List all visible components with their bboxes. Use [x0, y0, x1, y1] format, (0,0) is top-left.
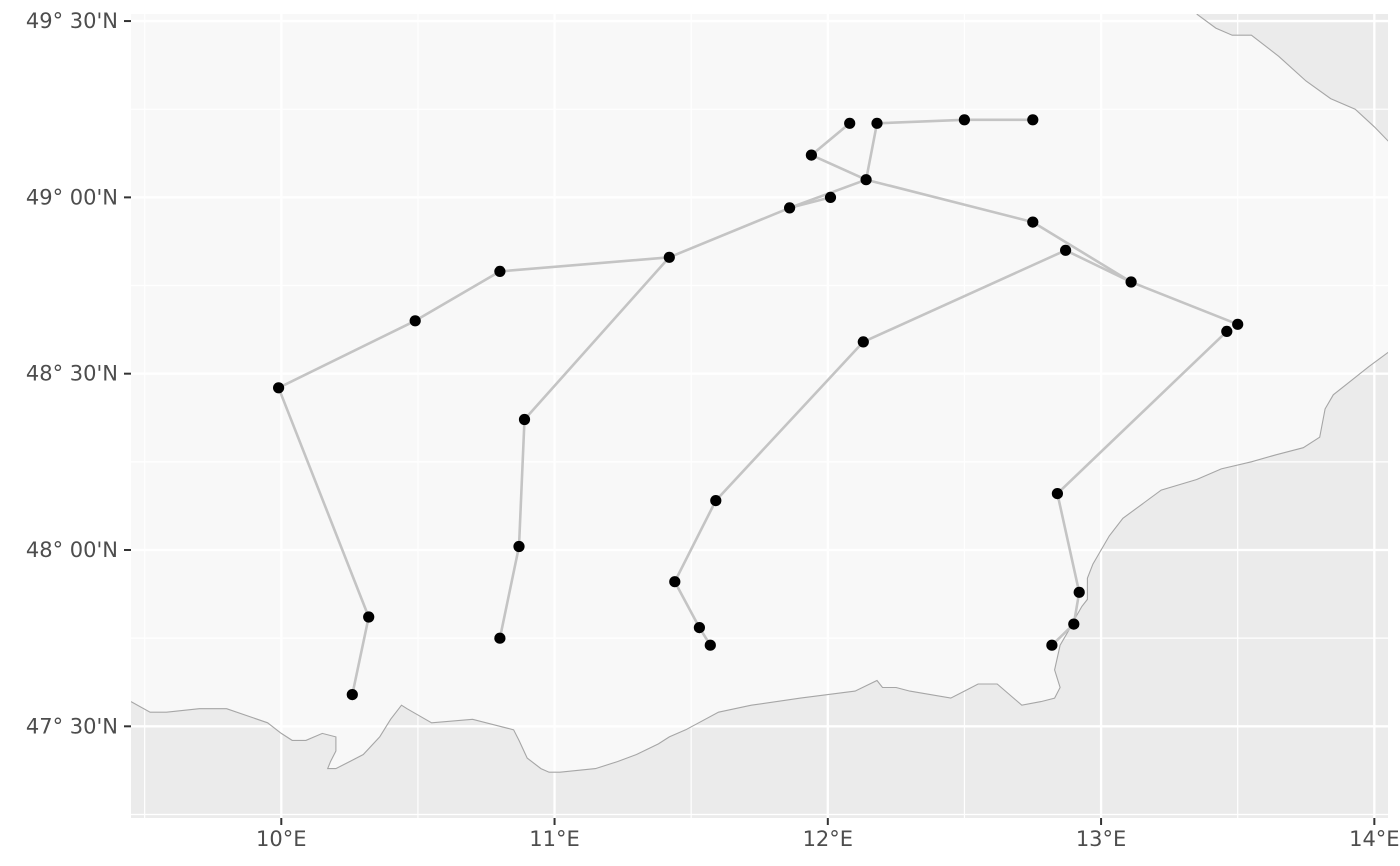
country-border [131, 14, 1388, 773]
x-axis-tick-label: 12°E [803, 827, 854, 851]
station-point [860, 174, 872, 186]
y-axis-tick-label: 49° 30'N [26, 9, 118, 33]
station-point [784, 202, 796, 214]
x-axis-tick-label: 11°E [529, 827, 580, 851]
x-axis-tick-label: 10°E [256, 827, 307, 851]
station-point [1060, 244, 1072, 256]
station-points [273, 114, 1244, 701]
station-point [710, 495, 722, 507]
y-axis-latitude: 47° 30'N 48° 00'N 48° 30'N 49° 00'N 49° 30'N [26, 9, 131, 738]
station-point [518, 413, 531, 426]
route-line-6 [1065, 249, 1132, 284]
y-axis-tick-label: 47° 30'N [26, 714, 118, 738]
route-line-5 [865, 178, 1239, 326]
station-point [663, 251, 675, 263]
x-axis-tick-label: 13°E [1076, 827, 1127, 851]
route-line-4 [498, 256, 671, 639]
station-point [1125, 276, 1137, 288]
y-axis-tick-label: 49° 00'N [26, 185, 118, 209]
station-point [1073, 586, 1085, 598]
x-axis-tick-label: 14°E [1349, 827, 1400, 851]
station-point [1027, 114, 1039, 126]
x-axis-longitude: 10°E 11°E 12°E 13°E 14°E [256, 818, 1400, 851]
route-line-3 [789, 196, 831, 210]
station-point [494, 632, 506, 644]
station-point [824, 191, 837, 203]
station-point [513, 540, 525, 553]
station-point [1221, 325, 1233, 337]
station-point [958, 114, 971, 126]
station-point [844, 117, 856, 129]
station-point [273, 382, 285, 394]
station-point [857, 336, 869, 348]
station-point [693, 622, 706, 634]
station-point [1051, 488, 1063, 500]
station-point [494, 265, 506, 277]
land-region [131, 14, 1388, 773]
axes: 10°E 11°E 12°E 13°E 14°E 47° 30'N 48° 00'N 48°… [26, 9, 1400, 851]
station-point [1046, 639, 1058, 651]
y-axis-tick-label: 48° 00'N [26, 538, 118, 562]
station-point [805, 149, 818, 161]
y-axis-tick-label: 48° 30'N [26, 362, 118, 386]
station-point [871, 117, 883, 129]
graticule [131, 14, 1388, 818]
station-point [346, 689, 358, 701]
station-point [1027, 216, 1039, 228]
station-point [669, 576, 681, 588]
station-point [704, 639, 716, 651]
station-point [1232, 318, 1244, 330]
station-point [363, 611, 375, 623]
station-point [409, 315, 421, 327]
station-point [1068, 618, 1080, 630]
